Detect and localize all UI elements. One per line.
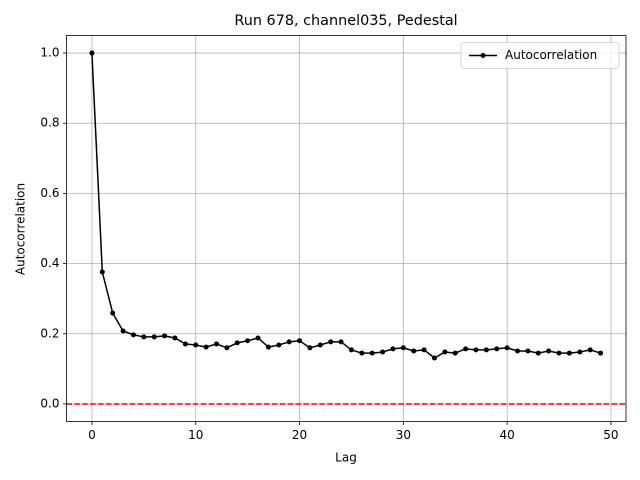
data-point — [276, 342, 282, 348]
data-point — [172, 335, 178, 341]
legend-label: Autocorrelation — [505, 48, 597, 62]
x-axis-label: Lag — [335, 451, 357, 465]
data-point — [182, 341, 188, 347]
data-point — [297, 338, 303, 344]
y-tick-label: 1.0 — [40, 46, 59, 60]
y-tick-label: 0.8 — [40, 116, 59, 130]
legend-box — [460, 42, 620, 69]
data-point — [255, 335, 261, 341]
y-axis-label: Autocorrelation — [14, 183, 28, 275]
data-point — [473, 347, 479, 353]
data-point — [338, 339, 344, 345]
data-point — [141, 334, 147, 340]
data-point — [359, 350, 365, 356]
data-point — [234, 340, 240, 346]
data-point — [203, 344, 209, 350]
data-point — [421, 347, 427, 353]
legend-marker — [480, 53, 486, 58]
x-tick-label: 50 — [603, 428, 618, 442]
data-point — [193, 342, 199, 348]
data-point — [546, 348, 552, 354]
data-point — [598, 350, 604, 356]
data-point — [411, 348, 417, 354]
data-point — [213, 341, 219, 347]
y-tick-label: 0.0 — [40, 396, 59, 410]
data-line — [91, 53, 601, 359]
data-point — [265, 344, 271, 350]
data-point — [151, 334, 157, 340]
data-point — [307, 345, 313, 351]
data-point — [245, 338, 251, 344]
data-point — [89, 50, 95, 56]
data-point — [452, 350, 458, 356]
data-point — [162, 333, 168, 339]
axes-frame — [66, 35, 627, 422]
data-point — [380, 349, 386, 355]
data-point — [535, 350, 541, 356]
data-point — [369, 350, 375, 356]
y-tick-label: 0.2 — [40, 326, 59, 340]
data-point — [494, 346, 500, 352]
data-point — [577, 349, 583, 355]
data-point — [120, 328, 126, 334]
data-point — [390, 346, 396, 352]
y-tick-label: 0.4 — [40, 256, 59, 270]
data-point — [328, 339, 334, 345]
data-point — [587, 347, 593, 353]
data-point — [463, 346, 469, 352]
y-tick-label: 0.6 — [40, 186, 59, 200]
data-point — [431, 355, 437, 361]
data-point — [525, 348, 531, 354]
x-tick-label: 0 — [88, 428, 96, 442]
data-point — [566, 350, 572, 356]
legend: Autocorrelation — [460, 42, 620, 69]
x-tick-label: 10 — [188, 428, 203, 442]
data-point — [504, 345, 510, 351]
data-point — [348, 347, 354, 353]
data-point — [400, 345, 406, 351]
data-point — [442, 349, 448, 355]
data-point — [317, 342, 323, 348]
data-point — [556, 350, 562, 356]
data-point — [483, 347, 489, 353]
data-point — [99, 269, 105, 275]
data-point — [110, 310, 116, 316]
data-point — [286, 339, 292, 345]
data-point — [515, 348, 521, 354]
data-point — [224, 345, 230, 351]
data-point — [130, 332, 136, 338]
chart-title: Run 678, channel035, Pedestal — [234, 13, 457, 29]
x-tick-label: 20 — [292, 428, 307, 442]
x-tick-label: 30 — [396, 428, 411, 442]
x-tick-label: 40 — [500, 428, 515, 442]
